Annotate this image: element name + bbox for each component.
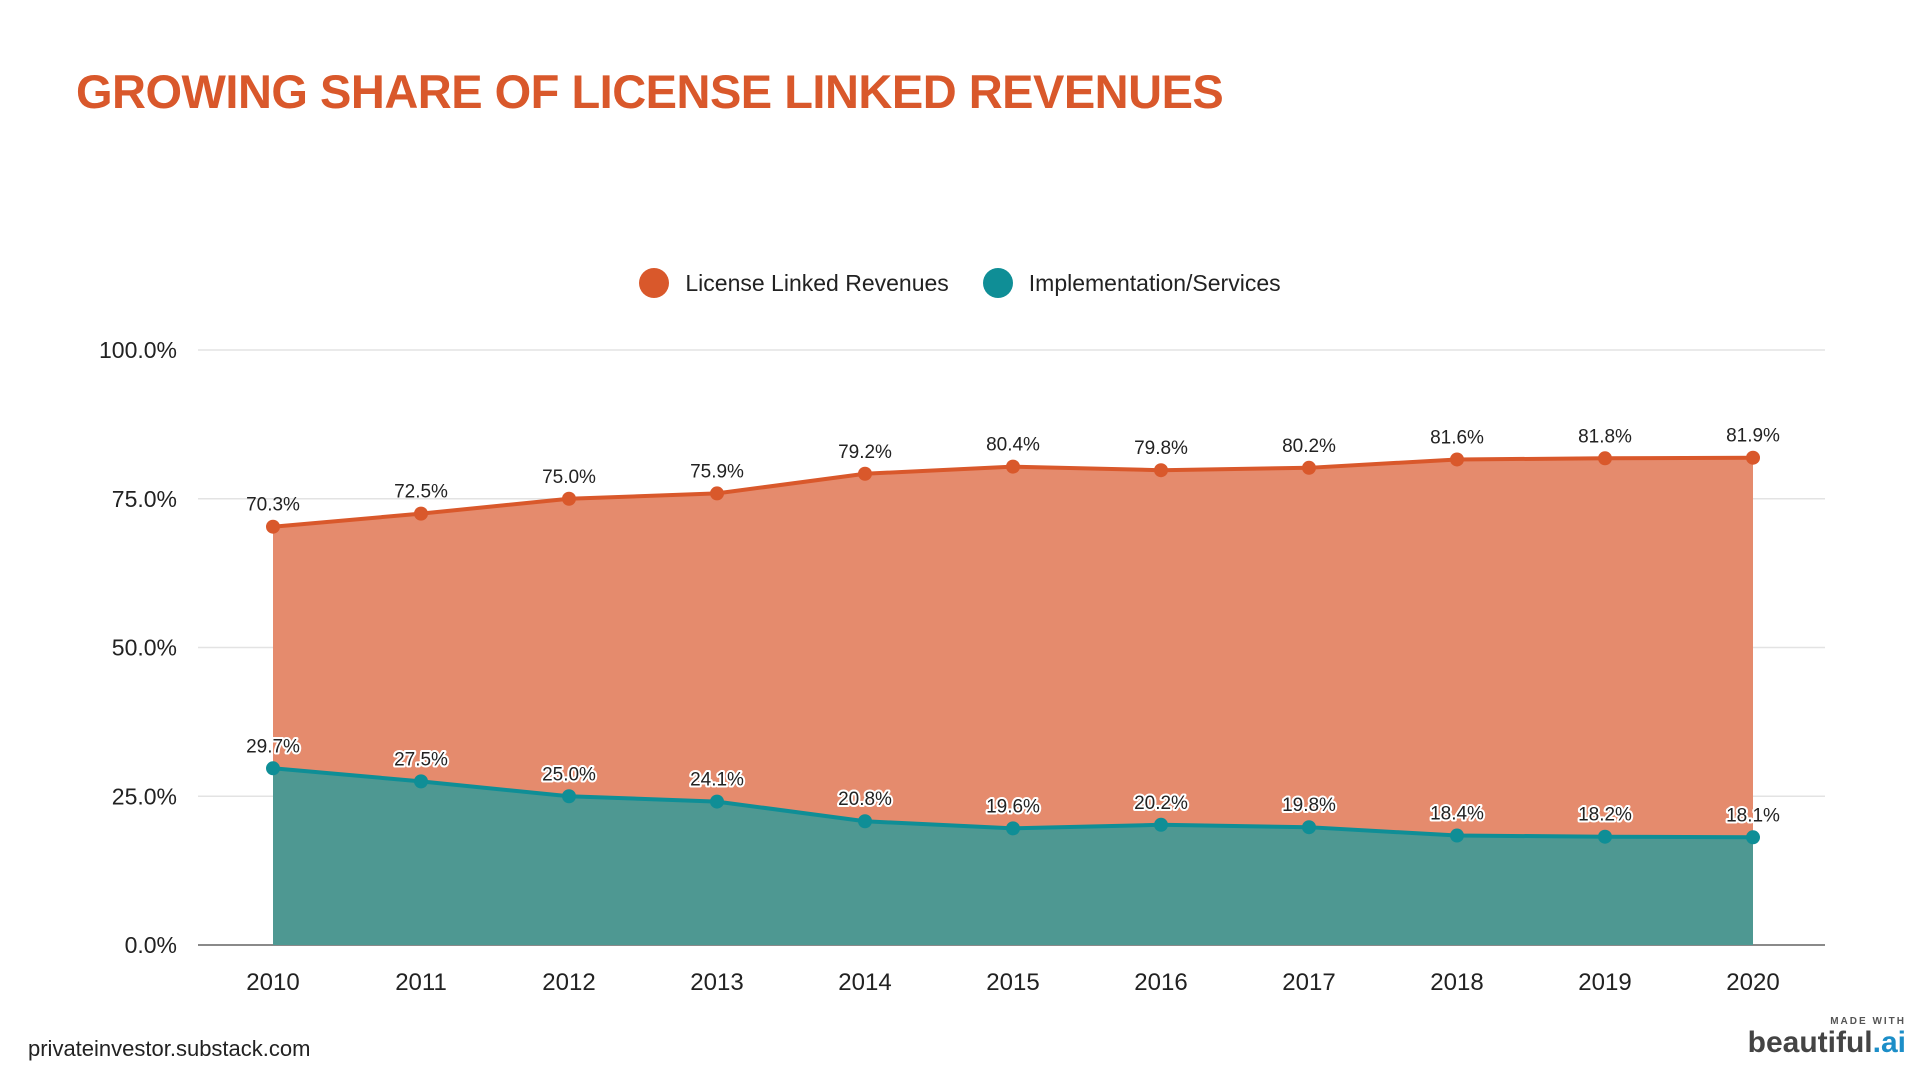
x-tick-label: 2013 bbox=[690, 969, 743, 996]
brand-logo: MADE WITH beautiful.ai bbox=[1748, 1016, 1906, 1059]
x-tick-label: 2020 bbox=[1726, 969, 1779, 996]
legend-label-license: License Linked Revenues bbox=[685, 269, 949, 296]
data-point bbox=[414, 774, 428, 789]
data-point bbox=[1006, 459, 1020, 474]
data-label: 79.2% bbox=[838, 442, 892, 463]
data-label: 75.0% bbox=[542, 467, 596, 488]
data-label: 29.7% bbox=[246, 736, 300, 757]
made-with-label: MADE WITH bbox=[1830, 1016, 1906, 1027]
data-label: 81.6% bbox=[1430, 427, 1484, 448]
data-label: 18.2% bbox=[1578, 805, 1632, 826]
data-point bbox=[266, 761, 280, 776]
y-tick-label: 75.0% bbox=[112, 486, 177, 512]
data-point bbox=[1598, 451, 1612, 466]
data-point bbox=[1450, 452, 1464, 467]
data-label: 72.5% bbox=[394, 482, 448, 503]
data-label: 27.5% bbox=[394, 749, 448, 770]
brand-dot: . bbox=[1872, 1026, 1881, 1059]
data-label: 70.3% bbox=[246, 495, 300, 516]
data-label: 75.9% bbox=[690, 461, 744, 482]
data-point bbox=[1746, 450, 1760, 465]
data-point bbox=[858, 814, 872, 829]
data-label: 18.4% bbox=[1430, 804, 1484, 825]
data-point bbox=[1746, 830, 1760, 845]
data-label: 20.2% bbox=[1134, 793, 1188, 814]
data-label: 80.4% bbox=[986, 435, 1040, 456]
y-tick-label: 25.0% bbox=[112, 783, 177, 809]
y-tick-label: 50.0% bbox=[112, 635, 177, 661]
data-point bbox=[1006, 821, 1020, 836]
data-point bbox=[1450, 828, 1464, 843]
data-point bbox=[1302, 820, 1316, 835]
legend-item-license: License Linked Revenues bbox=[639, 268, 949, 298]
data-label: 18.1% bbox=[1726, 805, 1780, 826]
x-tick-label: 2016 bbox=[1134, 969, 1187, 996]
brand-name: beautiful.ai bbox=[1748, 1027, 1906, 1059]
data-point bbox=[1302, 460, 1316, 475]
x-tick-label: 2014 bbox=[838, 969, 891, 996]
data-point bbox=[562, 789, 576, 804]
data-point bbox=[1154, 817, 1168, 832]
data-point bbox=[562, 491, 576, 506]
data-point bbox=[858, 466, 872, 481]
x-tick-label: 2019 bbox=[1578, 969, 1631, 996]
chart-title: GROWING SHARE OF LICENSE LINKED REVENUES bbox=[76, 65, 1224, 118]
legend-item-services: Implementation/Services bbox=[982, 268, 1281, 298]
data-point bbox=[710, 794, 724, 809]
brand-word: beautiful bbox=[1747, 1026, 1873, 1059]
x-tick-label: 2018 bbox=[1430, 969, 1483, 996]
data-label: 80.2% bbox=[1282, 436, 1336, 457]
brand-suffix: ai bbox=[1880, 1026, 1906, 1059]
data-label: 79.8% bbox=[1134, 438, 1188, 459]
data-label: 81.8% bbox=[1578, 426, 1632, 447]
y-tick-label: 100.0% bbox=[99, 337, 177, 363]
data-label: 19.8% bbox=[1282, 795, 1336, 816]
data-label: 24.1% bbox=[690, 770, 744, 791]
chart-legend: License Linked Revenues Implementation/S… bbox=[0, 268, 1920, 298]
legend-label-services: Implementation/Services bbox=[1028, 269, 1281, 296]
source-footer: privateinvestor.substack.com bbox=[28, 1036, 311, 1061]
data-point bbox=[414, 506, 428, 521]
legend-swatch-license bbox=[639, 268, 670, 298]
data-point bbox=[1598, 829, 1612, 844]
x-tick-label: 2010 bbox=[246, 969, 299, 996]
data-point bbox=[266, 519, 280, 534]
legend-swatch-services bbox=[982, 268, 1013, 298]
series-area-1 bbox=[273, 768, 1753, 945]
x-tick-label: 2011 bbox=[395, 969, 447, 996]
x-tick-label: 2012 bbox=[542, 969, 595, 996]
x-tick-label: 2015 bbox=[986, 969, 1039, 996]
data-point bbox=[710, 486, 724, 501]
y-tick-label: 0.0% bbox=[125, 932, 177, 958]
data-label: 25.0% bbox=[542, 764, 596, 785]
data-label: 20.8% bbox=[838, 789, 892, 810]
x-tick-label: 2017 bbox=[1282, 969, 1335, 996]
data-label: 19.6% bbox=[986, 796, 1040, 817]
data-label: 81.9% bbox=[1726, 426, 1780, 447]
data-point bbox=[1154, 463, 1168, 478]
